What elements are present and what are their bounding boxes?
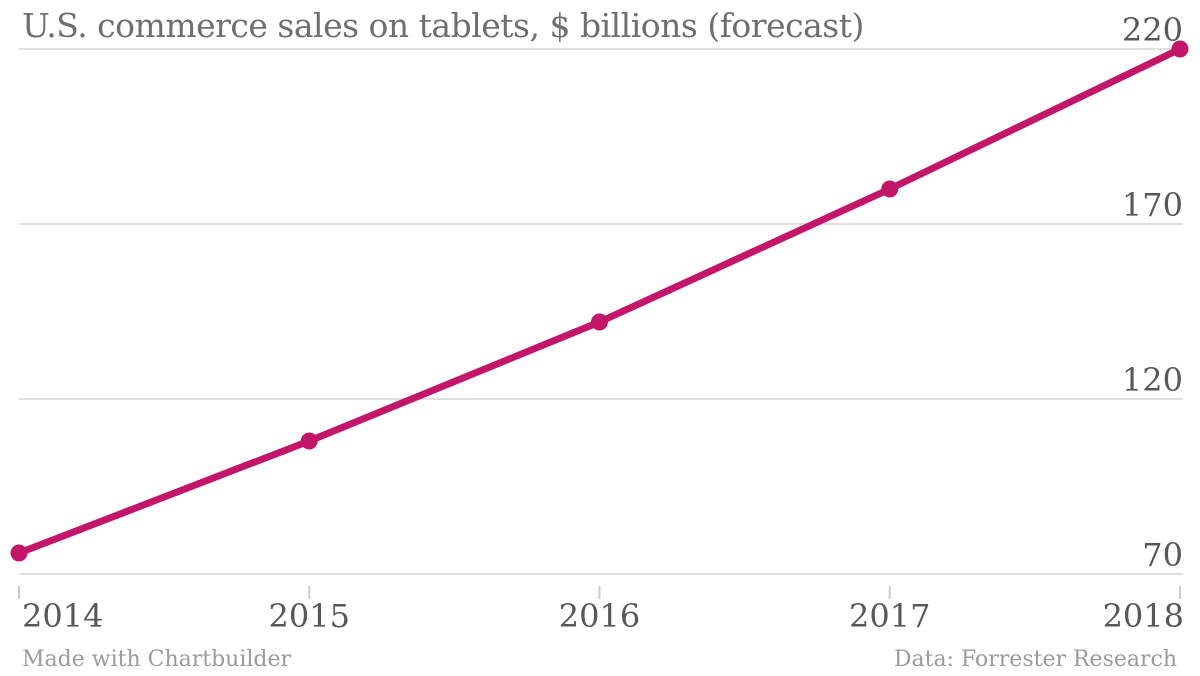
data-point (591, 313, 608, 331)
data-point (300, 432, 318, 450)
data-point (10, 544, 28, 562)
chart-title: U.S. commerce sales on tablets, $ billio… (22, 6, 864, 45)
data-point (881, 180, 899, 198)
data-point (1171, 40, 1189, 58)
x-axis-label: 2015 (269, 597, 350, 635)
x-axis-label: 2016 (559, 597, 640, 635)
chart-footer: Made with Chartbuilder Data: Forrester R… (0, 647, 1200, 672)
y-axis-label: 70 (1142, 536, 1183, 574)
y-axis-label: 170 (1122, 186, 1183, 224)
series-line (15, 45, 1184, 557)
y-axis-label: 220 (1122, 11, 1183, 49)
x-axis-label: 2018 (1103, 597, 1184, 635)
footer-source: Data: Forrester Research (893, 647, 1177, 672)
y-axis-label: 120 (1122, 361, 1183, 399)
footer-credit: Made with Chartbuilder (22, 647, 292, 672)
x-axis-label: 2014 (22, 597, 103, 635)
x-axis-label: 2017 (849, 597, 930, 635)
